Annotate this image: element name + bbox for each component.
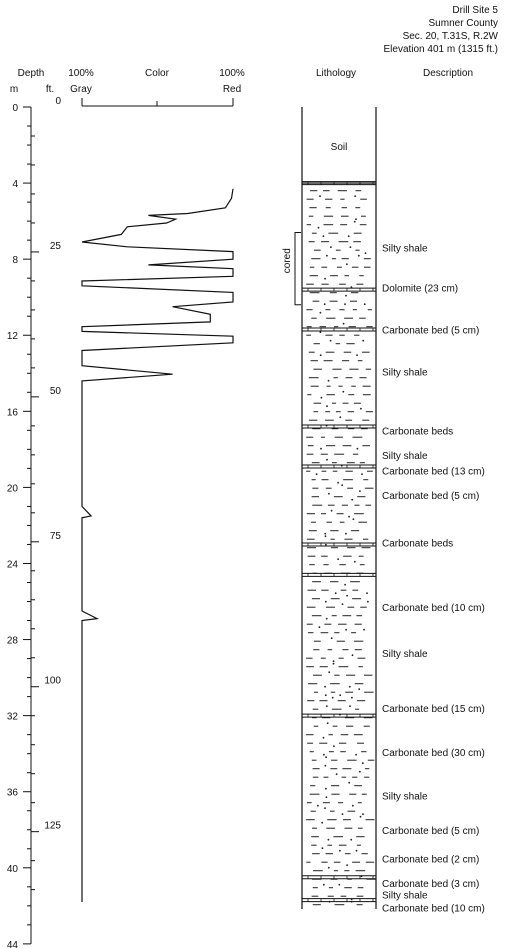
depth-ft-label: 125 (44, 821, 61, 832)
depth-m-label: 16 (7, 407, 19, 418)
lithology-pattern (306, 190, 377, 906)
depth-m-label: 4 (12, 179, 18, 190)
bed-description: Carbonate beds (382, 426, 453, 437)
bed-description: Silty shale (382, 890, 428, 901)
depth-m-label: 20 (7, 483, 19, 494)
bed-description: Carbonate bed (3 cm) (382, 879, 479, 890)
depth-m-label: 0 (12, 103, 18, 114)
lithology-column: Soil (301, 107, 377, 909)
site-title: Drill Site 5 (452, 5, 498, 16)
depth-ft-label: 50 (50, 386, 62, 397)
bed-description: Carbonate bed (5 cm) (382, 826, 479, 837)
bed-description: Silty shale (382, 367, 428, 378)
bed-description: Carbonate bed (5 cm) (382, 491, 479, 502)
bed-description: Carbonate beds (382, 539, 453, 550)
depth-m-label: 36 (7, 788, 19, 799)
depth-m-label: 40 (7, 864, 19, 875)
soil-label: Soil (331, 142, 348, 153)
cored-label: cored (282, 248, 293, 273)
gray-percent-label: 100% (68, 68, 94, 79)
depth-ft-label: 75 (50, 531, 62, 542)
lithology-bed-boundaries (302, 181, 376, 903)
site-header: Drill Site 5 Sumner County Sec. 20, T.31… (383, 5, 498, 55)
color-scale-bar (81, 98, 234, 107)
depth-m-label: 24 (7, 559, 19, 570)
meters-header: m (10, 84, 18, 95)
depth-m-label: 8 (12, 255, 18, 266)
color-profile-curve (81, 188, 234, 902)
bed-description: Silty shale (382, 244, 428, 255)
bed-description: Carbonate bed (10 cm) (382, 603, 485, 614)
cored-interval-bracket: cored (282, 232, 301, 306)
bed-description: Carbonate bed (13 cm) (382, 466, 485, 477)
depth-m-label: 28 (7, 636, 19, 647)
bed-description: Dolomite (23 cm) (382, 284, 458, 295)
depth-ft-label: 100 (44, 676, 61, 687)
depth-header: Depth (18, 68, 45, 79)
bed-descriptions: Silty shale Dolomite (23 cm) Carbonate bed… (382, 244, 485, 915)
depth-m-label: 44 (7, 940, 19, 948)
site-location: Sec. 20, T.31S, R.2W (403, 31, 499, 42)
bed-description: Carbonate bed (5 cm) (382, 326, 479, 337)
bed-description: Silty shale (382, 792, 428, 803)
depth-ft-label: 25 (50, 241, 62, 252)
gray-label: Gray (70, 84, 92, 95)
bed-description: Carbonate bed (30 cm) (382, 748, 485, 759)
bed-description: Carbonate bed (2 cm) (382, 854, 479, 865)
depth-ft-label: 0 (55, 96, 61, 107)
red-label: Red (223, 84, 241, 95)
depth-m-label: 12 (7, 331, 19, 342)
site-county: Sumner County (429, 18, 498, 29)
bed-description: Carbonate bed (15 cm) (382, 704, 485, 715)
color-header: Color (145, 68, 170, 79)
bed-description: Silty shale (382, 649, 428, 660)
description-header: Description (423, 68, 473, 79)
feet-header: ft. (46, 84, 54, 95)
site-elevation: Elevation 401 m (1315 ft.) (383, 44, 498, 55)
column-headers: Depth m ft. 100% Gray Color 100% Red Lit… (10, 68, 473, 95)
lithology-header: Lithology (316, 68, 356, 79)
bed-description: Carbonate bed (10 cm) (382, 904, 485, 915)
red-percent-label: 100% (219, 68, 245, 79)
depth-axis: 0 4 8 12 16 20 24 28 32 36 40 44 0 25 50 75 100 125 (7, 96, 62, 948)
bed-description: Silty shale (382, 451, 428, 462)
depth-m-label: 32 (7, 712, 19, 723)
